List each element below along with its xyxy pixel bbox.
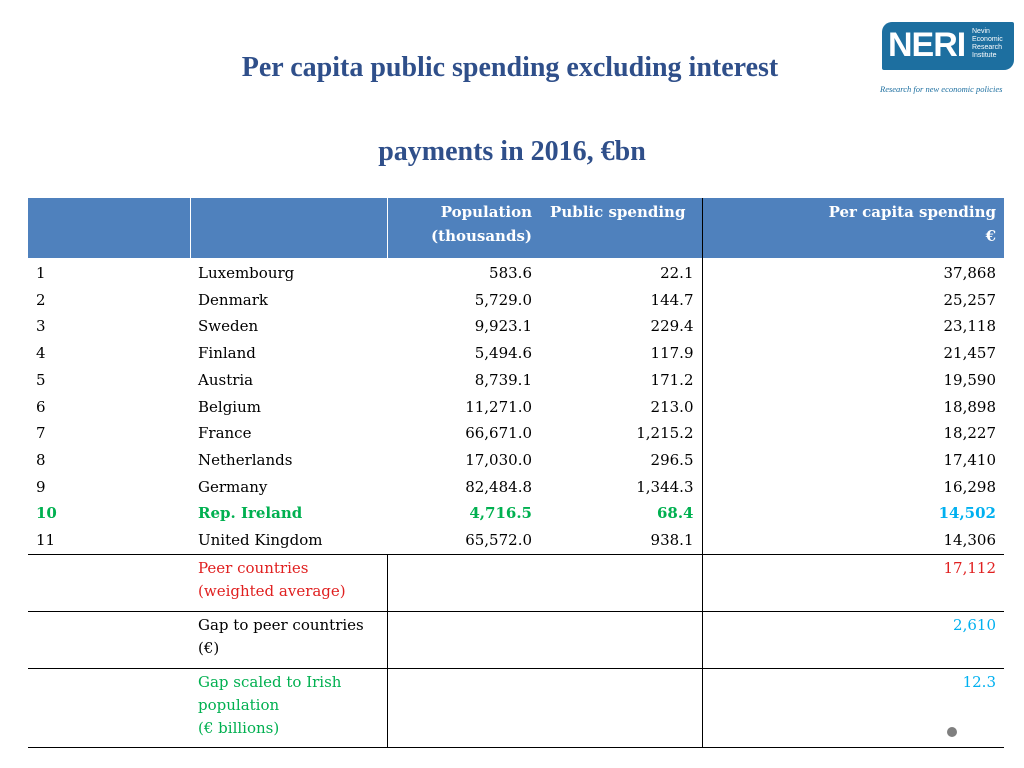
country-cell: Denmark (198, 290, 268, 309)
per-capita-cell: 21,457 (943, 344, 997, 363)
page-title-line-1: Per capita public spending excluding int… (241, 52, 779, 83)
rank-cell: 7 (36, 424, 46, 443)
population-cell: 82,484.8 (465, 477, 532, 496)
rank-cell: 9 (36, 477, 46, 496)
per-capita-cell: 14,502 (938, 504, 996, 523)
population-cell: 11,271.0 (465, 397, 532, 416)
per-capita-cell: 16,298 (943, 477, 997, 496)
rank-cell: 2 (36, 290, 46, 309)
page-title-line-2: payments in 2016, €bn (378, 136, 646, 167)
data-table: Population (thousands) Public spending P… (28, 198, 1004, 748)
per-capita-cell: 37,868 (943, 264, 997, 282)
population-cell: 4,716.5 (469, 504, 532, 523)
per-capita-cell: 14,306 (943, 531, 997, 550)
table-row: 1 Luxembourg 583.6 22.1 37,868 (28, 258, 1004, 287)
spending-cell: 229.4 (540, 313, 703, 341)
logo-badge: NERI Nevin Economic Research Institute (882, 22, 1014, 70)
per-capita-cell: 19,590 (943, 370, 997, 389)
country-cell: France (198, 424, 252, 443)
table-row: 5 Austria 8,739.1 171.2 19,590 (28, 366, 1004, 394)
scaled-value: 12.3 (702, 667, 1004, 748)
population-cell: 17,030.0 (465, 450, 532, 469)
table-body: 1 Luxembourg 583.6 22.1 37,868 2 Denmark 5,729.… (28, 258, 1004, 748)
gap-label: Gap to peer countries (€) (190, 610, 387, 669)
rank-cell: 10 (36, 504, 57, 523)
header-population: Population (thousands) (387, 198, 540, 258)
country-cell: Belgium (198, 397, 261, 416)
population-cell: 583.6 (489, 264, 532, 282)
rank-cell: 6 (36, 397, 46, 416)
header-country (190, 198, 388, 258)
spending-cell: 938.1 (540, 527, 703, 555)
country-cell: Luxembourg (198, 264, 295, 282)
per-capita-cell: 17,410 (943, 450, 997, 469)
header-rank (28, 198, 191, 258)
per-capita-cell: 25,257 (943, 290, 997, 309)
table-row: 8 Netherlands 17,030.0 296.5 17,410 (28, 446, 1004, 474)
country-cell: Sweden (198, 317, 259, 336)
spending-cell: 117.9 (540, 340, 703, 367)
table-row: 10 Rep. Ireland 4,716.5 68.4 14,502 (28, 500, 1004, 528)
peer-label: Peer countries (weighted average) (190, 553, 387, 612)
summary-row-gap: Gap to peer countries (€) 2,610 (28, 610, 1004, 669)
spending-cell: 1,215.2 (540, 420, 703, 447)
country-cell: Finland (198, 344, 256, 363)
summary-row-scaled: Gap scaled to Irish population (€ billio… (28, 667, 1004, 748)
table-row: 3 Sweden 9,923.1 229.4 23,118 (28, 313, 1004, 341)
spending-cell: 1,344.3 (540, 473, 703, 501)
population-cell: 8,739.1 (474, 370, 532, 389)
table-row: 9 Germany 82,484.8 1,344.3 16,298 (28, 473, 1004, 501)
slide-indicator-dot (947, 727, 957, 737)
rank-cell: 4 (36, 344, 46, 363)
table-header: Population (thousands) Public spending P… (28, 198, 1004, 258)
summary-row-peer: Peer countries (weighted average) 17,112 (28, 553, 1004, 612)
population-cell: 9,923.1 (474, 317, 532, 336)
table-row: 4 Finland 5,494.6 117.9 21,457 (28, 340, 1004, 367)
country-cell: Rep. Ireland (198, 504, 303, 523)
scaled-label: Gap scaled to Irish population (€ billio… (190, 667, 387, 748)
logo-tagline: Research for new economic policies (880, 84, 1003, 94)
gap-value: 2,610 (702, 610, 1004, 669)
country-cell: Netherlands (198, 450, 293, 469)
per-capita-cell: 18,898 (943, 397, 997, 416)
population-cell: 66,671.0 (465, 424, 532, 443)
per-capita-cell: 18,227 (943, 424, 997, 443)
rank-cell: 5 (36, 370, 46, 389)
logo-wordmark: NERI (888, 26, 966, 64)
peer-value: 17,112 (702, 553, 1004, 612)
neri-logo: NERI Nevin Economic Research Institute R… (880, 22, 1020, 102)
rank-cell: 8 (36, 450, 46, 469)
rank-cell: 1 (36, 264, 46, 282)
country-cell: United Kingdom (198, 531, 323, 550)
table-row: 6 Belgium 11,271.0 213.0 18,898 (28, 393, 1004, 421)
country-cell: Germany (198, 477, 268, 496)
table-row: 11 United Kingdom 65,572.0 938.1 14,306 (28, 527, 1004, 555)
spending-table: Population (thousands) Public spending P… (28, 198, 1004, 748)
population-cell: 5,494.6 (474, 344, 532, 363)
spending-cell: 296.5 (540, 446, 703, 474)
rank-cell: 11 (36, 531, 56, 550)
spending-cell: 144.7 (540, 286, 703, 314)
header-public-spending: Public spending (540, 198, 703, 258)
table-row: 2 Denmark 5,729.0 144.7 25,257 (28, 286, 1004, 314)
spending-cell: 22.1 (540, 258, 703, 287)
country-cell: Austria (198, 370, 254, 389)
per-capita-cell: 23,118 (943, 317, 997, 336)
spending-cell: 213.0 (540, 393, 703, 421)
population-cell: 65,572.0 (465, 531, 532, 550)
logo-institute-name: Nevin Economic Research Institute (972, 28, 1003, 59)
table-row: 7 France 66,671.0 1,215.2 18,227 (28, 420, 1004, 447)
spending-cell: 68.4 (540, 500, 703, 528)
header-per-capita: Per capita spending € (702, 198, 1004, 258)
spending-cell: 171.2 (540, 366, 703, 394)
rank-cell: 3 (36, 317, 46, 336)
population-cell: 5,729.0 (474, 290, 532, 309)
